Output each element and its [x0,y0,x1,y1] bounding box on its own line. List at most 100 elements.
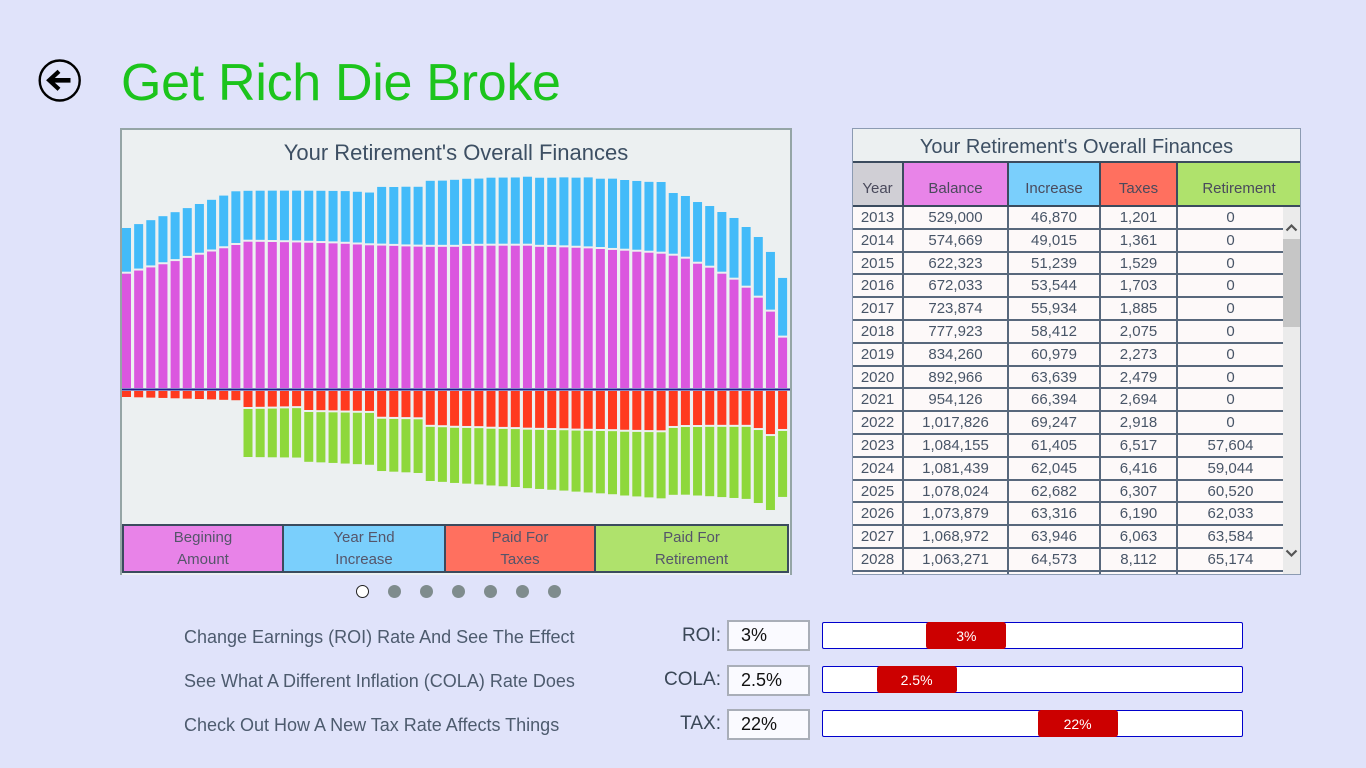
column-header-balance: Balance [904,163,1009,205]
bar-begining-amount [522,245,532,388]
bar-year-end-increase [304,190,314,241]
bar-year-end-increase [498,177,508,244]
bar-paid-for-taxes [765,391,775,435]
cell-taxes: 1,361 [1101,229,1178,251]
bar-paid-for-taxes [535,391,545,428]
arrow-left-circle-icon [38,59,81,102]
bar-paid-for-retirement [668,427,678,495]
bar-paid-for-taxes [595,391,605,429]
page-dot[interactable] [452,585,465,598]
bar-year-end-increase [535,177,545,245]
bar-year-end-increase [401,186,411,245]
tax-input[interactable] [727,709,810,740]
bar-paid-for-taxes [389,391,399,417]
bar-paid-for-retirement [474,428,484,485]
bar-begining-amount [340,243,350,388]
bar-paid-for-taxes [571,391,581,429]
legend-item-begining-amount: Begining Amount [124,526,284,571]
bar-paid-for-retirement [352,412,362,465]
bar-paid-for-taxes [170,391,180,399]
vertical-scrollbar[interactable] [1283,207,1300,574]
bar-paid-for-taxes [717,391,727,425]
bar-begining-amount [304,242,314,388]
chevron-up-icon [1285,223,1298,232]
page-dot[interactable] [356,585,369,598]
bar-year-end-increase [741,227,751,286]
bar-paid-for-taxes [705,391,715,425]
bar-begining-amount [182,257,192,388]
page-dot[interactable] [516,585,529,598]
tax-slider-thumb[interactable]: 22% [1037,710,1118,737]
bar-paid-for-retirement [656,432,666,499]
cell-increase: 62,045 [1009,457,1101,479]
bar-begining-amount [656,253,666,388]
cell-retirement: 0 [1226,345,1235,363]
bar-begining-amount [705,267,715,388]
page-dot[interactable] [484,585,497,598]
bar-paid-for-taxes [219,391,229,400]
roi-slider-thumb[interactable]: 3% [926,622,1007,649]
chevron-down-icon [1285,549,1298,558]
bar-paid-for-taxes [753,391,763,429]
bar-paid-for-retirement [583,430,593,493]
bar-year-end-increase [522,176,532,244]
cola-description: See What A Different Inflation (COLA) Ra… [184,671,575,691]
cell-taxes: 6,416 [1101,457,1178,479]
cola-slider-thumb[interactable]: 2.5% [876,666,957,693]
cell-retirement: 62,033 [1207,505,1254,523]
cell-retirement: 59,044 [1207,459,1254,477]
scroll-thumb[interactable] [1283,239,1300,327]
bar-begining-amount [778,337,788,388]
bar-paid-for-taxes [255,391,265,407]
bar-begining-amount [328,243,338,388]
bar-paid-for-retirement [450,427,460,483]
cell-taxes: 2,694 [1101,389,1178,411]
bar-year-end-increase [656,181,666,252]
bar-begining-amount [146,267,156,388]
bar-year-end-increase [571,177,581,246]
bar-year-end-increase [243,190,253,240]
roi-slider[interactable]: 3% [822,622,1243,649]
bar-year-end-increase [352,191,362,243]
page-dot[interactable] [388,585,401,598]
scroll-down-button[interactable] [1283,541,1300,571]
cell-year: 2014 [853,229,904,251]
bar-paid-for-taxes [644,391,654,431]
finances-table-panel: Your Retirement's Overall Finances Year … [852,128,1301,575]
cell-balance: 1,017,826 [904,412,1009,433]
roi-label: ROI: [681,625,721,646]
cell-retirement: 60,520 [1207,482,1254,500]
page-dot[interactable] [420,585,433,598]
legend-item-year-end-increase: Year End Increase [284,526,446,571]
bar-paid-for-taxes [693,391,703,426]
cell-retirement: 0 [1226,254,1235,272]
cola-input[interactable] [727,665,810,696]
bar-begining-amount [413,246,423,388]
bar-year-end-increase [765,251,775,310]
cell-retirement: 57,604 [1207,436,1254,454]
cell-balance: 574,669 [904,229,1009,251]
bar-begining-amount [158,264,168,388]
bar-paid-for-taxes [243,391,253,407]
bar-paid-for-retirement [462,427,472,484]
cell-balance: 622,323 [904,252,1009,274]
cola-slider[interactable]: 2.5% [822,666,1243,693]
table-row: 2027 1,068,972 63,946 6,063 63,584 [853,526,1283,549]
table-row: 2021 954,126 66,394 2,694 0 [853,389,1283,413]
roi-input[interactable] [727,620,810,651]
bar-begining-amount [352,244,362,388]
cell-retirement: 63,584 [1207,528,1254,546]
tax-slider[interactable]: 22% [822,710,1243,737]
bar-paid-for-retirement [279,408,289,458]
scroll-up-button[interactable] [1283,207,1300,237]
cell-year: 2018 [853,320,904,342]
page-dot[interactable] [548,585,561,598]
bar-paid-for-taxes [437,391,447,426]
table-row: 2023 1,084,155 61,405 6,517 57,604 [853,434,1283,458]
cell-increase: 66,394 [1009,389,1101,411]
back-button[interactable] [38,59,82,103]
column-header-increase: Increase [1009,163,1101,205]
bar-begining-amount [267,242,277,388]
bar-paid-for-taxes [340,391,350,411]
bar-paid-for-taxes [741,391,751,425]
